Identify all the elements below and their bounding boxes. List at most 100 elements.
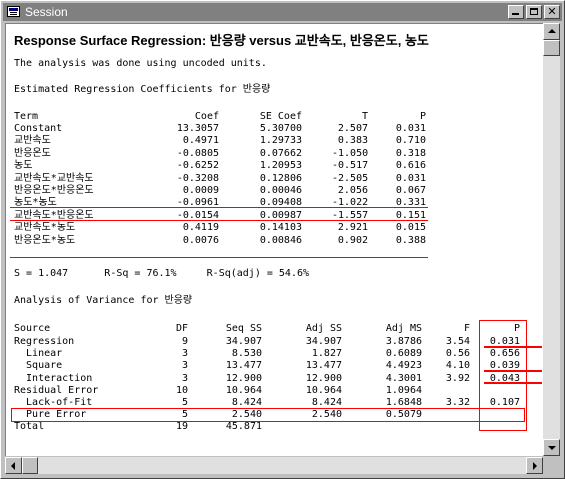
anova-source: Pure Error (14, 409, 87, 421)
scroll-left-button[interactable] (5, 457, 22, 474)
coef-table-row: 교반속도*교반속도 -0.3208 0.12806 -2.505 0.031 (14, 173, 434, 185)
anova-seqss: 12.900 (225, 372, 262, 384)
scroll-down-button[interactable] (543, 439, 560, 456)
anova-table-row: Pure Error 5 2.540 2.540 0.5079 (14, 409, 524, 421)
anova-seqss: 13.477 (225, 360, 262, 372)
anova-adjss: 34.907 (305, 336, 342, 347)
anova-df: 9 (181, 336, 188, 347)
anova-header-adjss: Adj SS (305, 323, 342, 334)
anova-df: 3 (181, 372, 188, 384)
anova-adjms: 4.4923 (385, 360, 422, 372)
scroll-right-icon (533, 462, 537, 470)
anova-f: 3.54 (445, 336, 470, 347)
coef-term: 농도 (14, 160, 33, 172)
scrollbar-corner (543, 457, 560, 474)
coef-t: 2.056 (337, 185, 368, 196)
coef-p: 0.318 (395, 147, 426, 159)
anova-header-source: Source (14, 323, 51, 334)
coef-t: 0.383 (337, 135, 368, 147)
coef-value: -0.0961 (176, 197, 219, 209)
coef-table-row: Constant 13.3057 5.30700 2.507 0.031 (14, 123, 434, 135)
anova-source: Lack-of-Fit (14, 397, 93, 408)
anova-f: 3.32 (445, 397, 470, 408)
horizontal-scroll-thumb[interactable] (22, 457, 38, 474)
coef-header-t: T (361, 111, 368, 122)
highlight-underline-1 (10, 207, 428, 208)
coef-header-p: P (419, 111, 426, 122)
coef-table-row: 교반속도*반응온도 -0.0154 0.00987 -1.557 0.151 (14, 210, 434, 222)
anova-seqss: 2.540 (231, 409, 262, 421)
coef-table-row: 교반속도*농도 0.4119 0.14103 2.921 0.015 (14, 222, 434, 234)
scroll-down-icon (548, 446, 556, 450)
p-value-underline-1 (484, 346, 542, 348)
title-bar[interactable]: Session ✕ (3, 3, 562, 21)
coef-p: 0.710 (395, 135, 426, 147)
coef-se: 0.00846 (259, 234, 302, 246)
minimize-button[interactable] (508, 5, 524, 19)
anova-adjms: 0.5079 (385, 409, 422, 421)
coef-term: 농도*농도 (14, 197, 57, 209)
p-value-underline-2 (484, 370, 542, 372)
anova-adjms: 1.6848 (385, 397, 422, 408)
coef-value: 0.4971 (182, 135, 219, 147)
horizontal-scrollbar[interactable] (5, 457, 543, 474)
anova-df: 10 (175, 384, 188, 396)
coef-term: 교반속도 (14, 135, 51, 147)
coef-header-se: SE Coef (259, 111, 302, 122)
coef-term: 교반속도*농도 (14, 222, 76, 234)
anova-seqss: 8.530 (231, 348, 262, 360)
anova-table-row: Lack-of-Fit 5 8.424 8.424 1.6848 3.32 0.107 (14, 397, 524, 409)
anova-adjms: 4.3001 (385, 372, 422, 384)
session-app-icon[interactable] (7, 6, 20, 17)
coef-header-coef: Coef (194, 111, 219, 122)
anova-source: Regression (14, 336, 75, 347)
anova-seqss: 34.907 (225, 336, 262, 347)
anova-header-seqss: Seq SS (225, 323, 262, 334)
coef-p: 0.031 (395, 172, 426, 184)
anova-source: Residual Error (14, 384, 99, 396)
anova-adjms: 1.0964 (385, 384, 422, 396)
anova-p: 0.107 (489, 397, 520, 408)
anova-adjms: 0.6089 (385, 348, 422, 360)
coef-t: -1.557 (332, 209, 369, 221)
vertical-scrollbar[interactable] (543, 23, 560, 456)
anova-f: 4.10 (445, 360, 470, 372)
coef-se: 0.00046 (259, 185, 302, 196)
anova-p: 0.031 (489, 336, 520, 347)
coef-se: 1.29733 (259, 135, 302, 147)
coef-value: 13.3057 (176, 123, 219, 134)
anova-source: Interaction (14, 372, 93, 384)
close-button[interactable]: ✕ (544, 5, 560, 19)
coef-p: 0.015 (395, 222, 426, 234)
coef-value: -0.0154 (176, 209, 219, 221)
coef-table-row: 농도*농도 -0.0961 0.09408 -1.022 0.331 (14, 197, 434, 209)
vertical-scroll-thumb[interactable] (543, 40, 560, 56)
anova-header-df: DF (175, 323, 188, 334)
coef-value: 0.0009 (182, 185, 219, 196)
coef-t: -1.022 (332, 197, 369, 209)
scroll-right-button[interactable] (526, 457, 543, 474)
anova-df: 19 (175, 421, 188, 433)
coef-section-title: Estimated Regression Coefficients for 반응… (14, 84, 271, 95)
session-output[interactable]: Response Surface Regression: 반응량 versus … (5, 23, 543, 456)
coef-table-row: 농도 -0.6252 1.20953 -0.517 0.616 (14, 160, 434, 172)
close-icon: ✕ (547, 5, 557, 18)
coef-table-row: 반응온도 -0.0805 0.07662 -1.050 0.318 (14, 148, 434, 160)
anova-df: 3 (181, 360, 188, 372)
anova-seqss: 8.424 (231, 397, 262, 408)
anova-adjss: 8.424 (311, 397, 342, 408)
anova-section-title: Analysis of Variance for 반응량 (14, 295, 193, 306)
highlight-underline-2 (10, 220, 428, 221)
fit-stats: S = 1.047 R-Sq = 76.1% R-Sq(adj) = 54.6% (14, 268, 310, 279)
anova-p: 0.043 (489, 372, 520, 384)
scroll-up-button[interactable] (543, 23, 560, 40)
coef-p: 0.331 (395, 197, 426, 209)
coef-se: 0.09408 (259, 197, 302, 209)
anova-adjss: 2.540 (311, 409, 342, 421)
anova-header-row: Source DF Seq SS Adj SS Adj MS F P (14, 323, 524, 335)
anova-table-row: Square 3 13.477 13.477 4.4923 4.10 0.039 (14, 360, 524, 372)
maximize-button[interactable] (526, 5, 542, 19)
anova-f: 3.92 (445, 372, 470, 384)
coef-table-row: 반응온도*반응온도 0.0009 0.00046 2.056 0.067 (14, 185, 434, 197)
